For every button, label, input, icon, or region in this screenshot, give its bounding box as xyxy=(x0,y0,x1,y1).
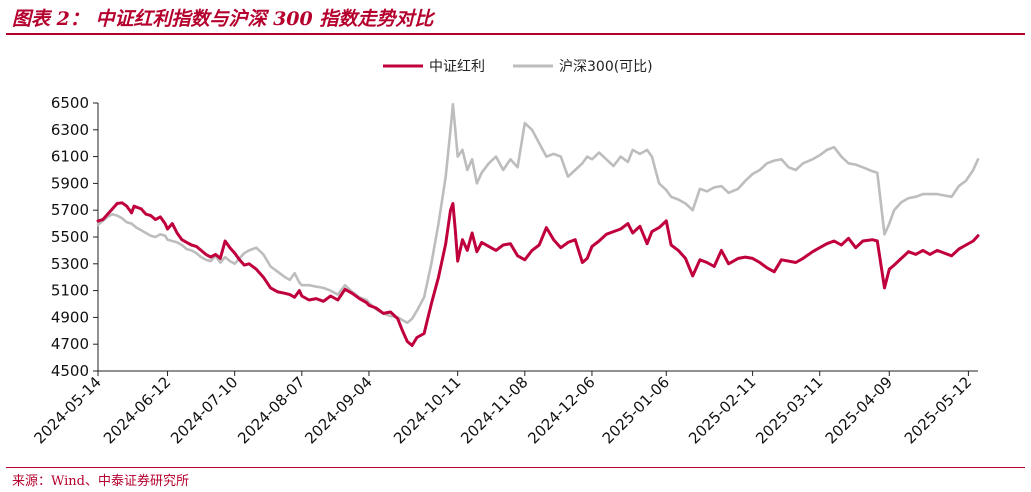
page-title: 图表 2： 中证红利指数与沪深 300 指数走势对比 xyxy=(12,8,434,30)
y-tick-label: 5300 xyxy=(51,255,89,273)
x-tick-label: 2025-03-11 xyxy=(752,373,826,447)
series-line-csi300 xyxy=(96,103,980,325)
y-tick-label: 4700 xyxy=(51,335,89,353)
y-tick-label: 4900 xyxy=(51,308,89,326)
y-tick-label: 4500 xyxy=(51,362,89,380)
x-tick-label: 2025-01-06 xyxy=(599,373,673,447)
y-tick-label: 5500 xyxy=(51,228,89,246)
source-note: 来源：Wind、中泰证券研究所 xyxy=(12,474,189,489)
series-line-dividend xyxy=(96,201,980,347)
x-tick-label: 2024-05-14 xyxy=(30,373,104,447)
x-tick-label: 2025-04-09 xyxy=(822,373,896,447)
chart-axes: 4500 4700 4900 5100 5300 5500 5700 5900 6100 6300… xyxy=(30,94,978,447)
x-tick-label: 2025-02-11 xyxy=(685,373,759,447)
y-tick-label: 6500 xyxy=(51,94,89,112)
chart-legend: 中证红利 沪深300(可比) xyxy=(383,59,653,75)
x-tick-label: 2024-08-07 xyxy=(234,373,308,447)
x-tick-label: 2024-07-10 xyxy=(167,373,241,447)
x-tick-label: 2024-11-08 xyxy=(457,373,531,447)
x-tick-label: 2024-10-11 xyxy=(390,373,464,447)
source-divider xyxy=(6,467,1025,468)
legend-dividend-label: 中证红利 xyxy=(429,59,485,75)
y-tick-label: 5900 xyxy=(51,174,89,192)
y-tick-label: 5700 xyxy=(51,201,89,219)
legend-csi300-label: 沪深300(可比) xyxy=(559,59,653,75)
title-divider xyxy=(6,33,1025,35)
x-tick-label: 2024-12-06 xyxy=(524,373,598,447)
x-tick-label: 2025-05-12 xyxy=(901,373,975,447)
x-tick-label: 2024-09-04 xyxy=(301,373,375,447)
x-tick-label: 2024-06-12 xyxy=(100,373,174,447)
y-tick-label: 5100 xyxy=(51,282,89,300)
chart-series xyxy=(96,103,980,347)
y-tick-label: 6300 xyxy=(51,121,89,139)
y-tick-label: 6100 xyxy=(51,148,89,166)
